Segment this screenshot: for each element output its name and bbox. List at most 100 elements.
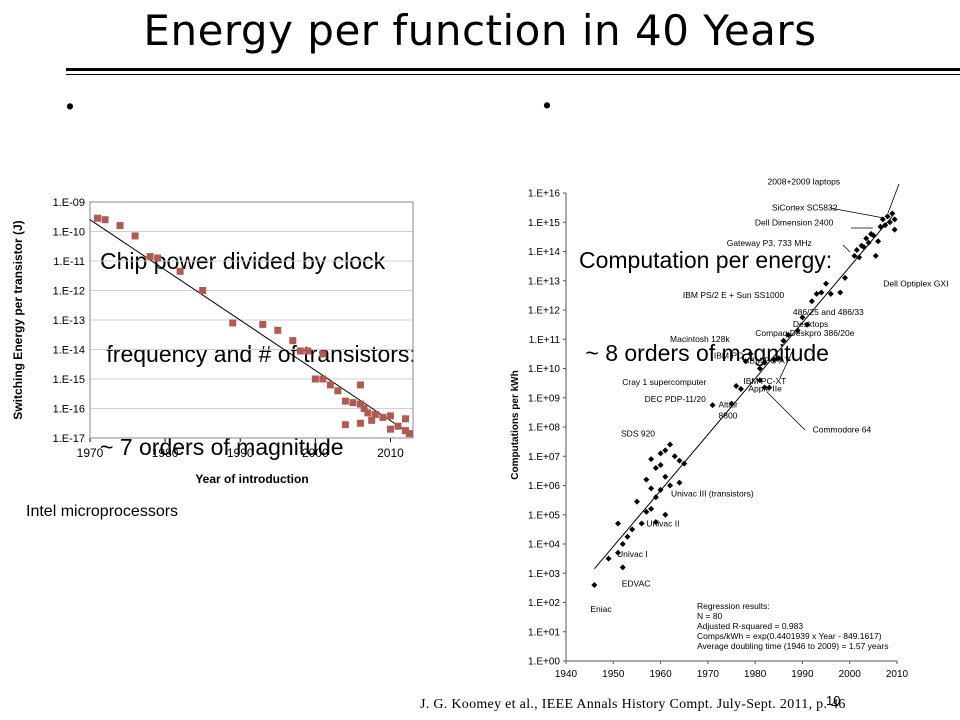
bullet-symbol: • bbox=[66, 93, 75, 119]
left-data-point bbox=[368, 416, 376, 424]
bullet-right-line-2: ~ 8 orders of magnitude bbox=[579, 340, 829, 366]
left-data-point bbox=[311, 375, 319, 383]
right-data-point bbox=[728, 400, 735, 407]
regression-line: Comps/kWh = exp(0.4401939 x Year - 849.1… bbox=[697, 631, 882, 641]
right-annotation-arrow bbox=[766, 391, 806, 431]
left-y-tick-label: 1.E-09 bbox=[53, 197, 85, 209]
right-data-point bbox=[891, 216, 898, 223]
right-y-tick-label: 1.E+15 bbox=[528, 218, 560, 229]
left-data-point bbox=[326, 381, 334, 389]
right-chart-annotation: Univac II bbox=[646, 519, 679, 529]
left-data-point bbox=[364, 409, 372, 417]
right-data-point bbox=[747, 350, 754, 357]
left-y-tick-label: 1.E-13 bbox=[53, 315, 85, 327]
right-chart-y-label: Computations per kWh bbox=[510, 370, 521, 479]
right-data-point bbox=[761, 384, 768, 391]
left-data-point bbox=[356, 419, 364, 427]
left-trendline bbox=[89, 219, 406, 432]
right-data-point bbox=[662, 447, 669, 454]
right-x-tick-label: 2000 bbox=[839, 669, 862, 680]
right-trendline bbox=[593, 216, 893, 570]
left-data-point bbox=[101, 216, 109, 224]
right-chart-annotation: 2008+2009 laptops bbox=[768, 176, 841, 186]
right-chart-annotation: Apple IIe bbox=[748, 384, 782, 394]
right-annotation-arrow bbox=[887, 183, 900, 214]
right-data-point bbox=[863, 235, 870, 242]
left-chart-x-ticks: 1970 1980 1990 2000 2010 bbox=[77, 446, 404, 460]
right-y-tick-label: 1.E+08 bbox=[528, 423, 560, 434]
bullet-symbol: • bbox=[543, 92, 552, 118]
right-data-point bbox=[808, 298, 815, 305]
left-y-tick-label: 1.E-11 bbox=[53, 256, 85, 268]
left-x-tick-label: 2010 bbox=[377, 446, 404, 460]
right-data-point bbox=[823, 280, 830, 287]
right-data-point bbox=[648, 485, 655, 492]
page-number: 10 bbox=[826, 693, 841, 708]
right-chart-annotation: Cray 1 supercomputer bbox=[622, 377, 706, 387]
right-data-point bbox=[648, 456, 655, 463]
left-y-tick-label: 1.E-15 bbox=[53, 374, 85, 386]
right-annotation-arrow bbox=[842, 244, 851, 253]
left-chart-y-label: Switching Energy per transistor (J) bbox=[11, 220, 25, 419]
right-chart-points bbox=[591, 210, 898, 588]
left-y-tick-label: 1.E-16 bbox=[53, 404, 85, 416]
right-data-point bbox=[676, 457, 683, 464]
right-data-point bbox=[837, 289, 844, 296]
left-data-point bbox=[94, 214, 102, 222]
right-data-point bbox=[761, 359, 768, 366]
left-data-point bbox=[394, 422, 402, 430]
right-data-point bbox=[709, 402, 716, 409]
right-data-point bbox=[756, 377, 763, 384]
right-data-point bbox=[671, 453, 678, 460]
right-data-point bbox=[615, 549, 622, 556]
left-y-tick-label: 1.E-14 bbox=[53, 345, 85, 357]
right-chart-annotation: Macintosh 128k bbox=[670, 334, 730, 344]
right-data-point bbox=[794, 327, 801, 334]
right-y-tick-label: 1.E+10 bbox=[528, 364, 560, 375]
right-data-point bbox=[652, 464, 659, 471]
right-data-point bbox=[652, 519, 659, 526]
left-data-point bbox=[401, 415, 409, 423]
left-chart-x-label: Year of introduction bbox=[195, 472, 308, 486]
right-y-tick-label: 1.E+03 bbox=[528, 569, 560, 580]
right-data-point bbox=[872, 252, 879, 259]
left-data-point bbox=[319, 375, 327, 383]
right-y-tick-label: 1.E+07 bbox=[528, 452, 560, 463]
right-chart-annotation: Univac III (transistors) bbox=[671, 489, 754, 499]
right-data-point bbox=[667, 482, 674, 489]
left-chart-y-ticks: 1.E-09 1.E-10 1.E-11 1.E-12 1.E-13 1.E-14 1.E-… bbox=[53, 197, 85, 445]
right-y-tick-label: 1.E+16 bbox=[528, 189, 560, 200]
right-chart-annotation: Altair bbox=[719, 400, 739, 410]
left-data-point bbox=[296, 347, 304, 355]
right-y-tick-label: 1.E+00 bbox=[528, 657, 560, 668]
right-data-point bbox=[662, 511, 669, 518]
right-y-tick-label: 1.E+02 bbox=[528, 598, 560, 609]
right-chart-x-ticks: 1940 1950 1960 1970 1980 1990 2000 2010 bbox=[555, 669, 909, 680]
right-data-point bbox=[804, 321, 811, 328]
right-data-point bbox=[865, 239, 872, 246]
right-y-tick-label: 1.E+09 bbox=[528, 393, 560, 404]
right-chart-annotation: IBM PS/2 E + Sun SS1000 bbox=[683, 290, 785, 300]
right-data-point bbox=[853, 247, 860, 254]
right-y-tick-label: 1.E+01 bbox=[528, 627, 560, 638]
left-data-point bbox=[405, 430, 413, 438]
left-data-point bbox=[334, 387, 342, 395]
right-x-tick-label: 1940 bbox=[555, 669, 578, 680]
left-x-tick-label: 1980 bbox=[152, 446, 179, 460]
right-data-point bbox=[676, 479, 683, 486]
left-data-point bbox=[379, 413, 387, 421]
right-chart-annotation: 8800 bbox=[719, 411, 738, 421]
right-data-point bbox=[877, 223, 884, 230]
right-data-point bbox=[870, 232, 877, 239]
right-data-point bbox=[884, 213, 891, 220]
left-data-point bbox=[341, 397, 349, 405]
right-data-point bbox=[657, 450, 664, 457]
left-data-point bbox=[146, 253, 154, 261]
left-data-point bbox=[371, 410, 379, 418]
left-x-tick-label: 1990 bbox=[227, 446, 254, 460]
right-data-point bbox=[742, 358, 749, 365]
right-data-point bbox=[681, 460, 688, 467]
left-data-point bbox=[304, 347, 312, 355]
right-data-point bbox=[780, 337, 787, 344]
left-chart-axes bbox=[89, 201, 414, 442]
